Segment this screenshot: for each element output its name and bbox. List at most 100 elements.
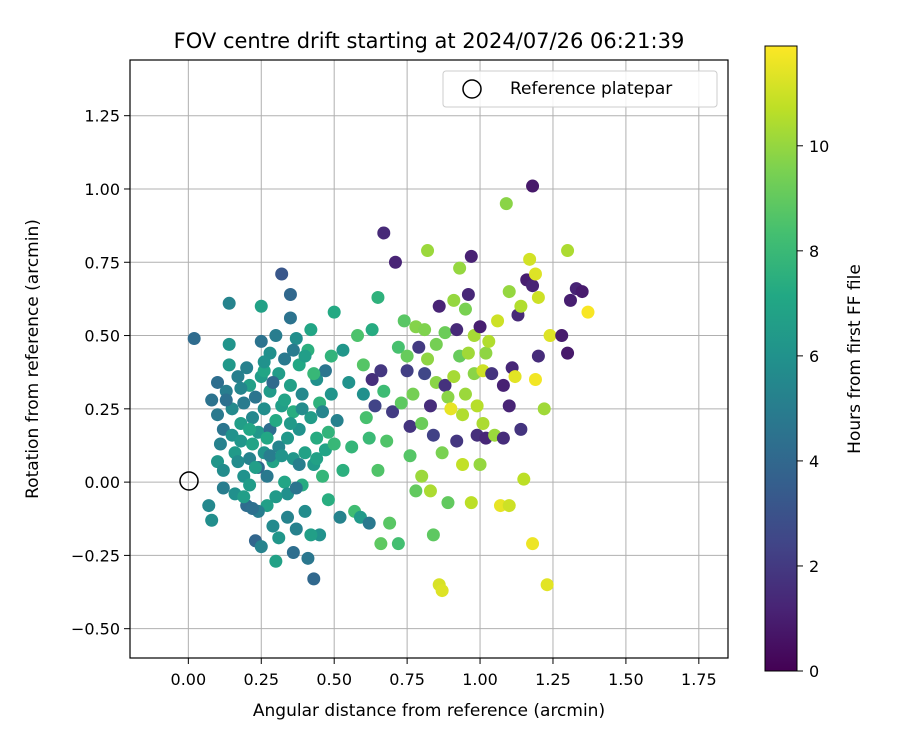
legend-marker-icon bbox=[462, 79, 482, 99]
data-point bbox=[222, 337, 236, 351]
data-point bbox=[528, 267, 542, 281]
data-point bbox=[531, 349, 545, 363]
data-point bbox=[187, 331, 201, 345]
x-tick-label: 1.25 bbox=[535, 670, 571, 689]
data-point bbox=[473, 458, 487, 472]
data-point bbox=[278, 393, 292, 407]
x-axis-label: Angular distance from reference (arcmin) bbox=[253, 701, 605, 721]
data-point bbox=[479, 346, 493, 360]
data-point bbox=[275, 449, 289, 463]
data-point bbox=[289, 331, 303, 345]
data-point bbox=[310, 452, 324, 466]
x-tick-label: 0.25 bbox=[243, 670, 279, 689]
y-tick-label: 0.50 bbox=[84, 327, 120, 346]
y-tick-label: 0.25 bbox=[84, 400, 120, 419]
data-point bbox=[476, 416, 490, 430]
data-point bbox=[345, 440, 359, 454]
data-point bbox=[496, 431, 510, 445]
data-point bbox=[234, 434, 248, 448]
data-point bbox=[205, 393, 219, 407]
legend-label: Reference platepar bbox=[510, 79, 672, 99]
y-tick-label: 0.00 bbox=[84, 473, 120, 492]
data-point bbox=[415, 416, 429, 430]
data-point bbox=[453, 261, 467, 275]
data-point bbox=[523, 252, 537, 266]
data-point bbox=[298, 446, 312, 460]
data-point bbox=[336, 463, 350, 477]
data-point bbox=[526, 179, 540, 193]
data-point bbox=[254, 540, 268, 554]
data-point bbox=[211, 375, 225, 389]
data-point bbox=[269, 329, 283, 343]
data-point bbox=[231, 370, 245, 384]
data-point bbox=[491, 314, 505, 328]
data-point bbox=[429, 337, 443, 351]
data-point bbox=[464, 496, 478, 510]
data-point bbox=[409, 484, 423, 498]
data-point bbox=[316, 469, 330, 483]
data-point bbox=[286, 343, 300, 357]
data-point bbox=[292, 458, 306, 472]
data-point bbox=[237, 490, 251, 504]
data-point bbox=[374, 364, 388, 378]
data-point bbox=[421, 352, 435, 366]
y-tick-label: −0.25 bbox=[71, 546, 120, 565]
data-point bbox=[286, 545, 300, 559]
data-point bbox=[254, 334, 268, 348]
data-point bbox=[450, 434, 464, 448]
data-point bbox=[400, 349, 414, 363]
y-tick-label: 1.25 bbox=[84, 107, 120, 126]
colorbar-gradient bbox=[764, 45, 798, 672]
data-point bbox=[283, 416, 297, 430]
data-point bbox=[304, 528, 318, 542]
data-point bbox=[377, 384, 391, 398]
data-point bbox=[418, 323, 432, 337]
data-point bbox=[388, 255, 402, 269]
data-point bbox=[248, 460, 262, 474]
data-point bbox=[278, 352, 292, 366]
data-point bbox=[502, 399, 516, 413]
data-point bbox=[324, 387, 338, 401]
data-point bbox=[458, 387, 472, 401]
data-point bbox=[561, 244, 575, 258]
data-point bbox=[240, 361, 254, 375]
colorbar: 0 2 4 6 8 10 Hours from first FF file bbox=[764, 45, 865, 681]
data-point bbox=[435, 446, 449, 460]
data-point bbox=[514, 422, 528, 436]
colorbar-label: Hours from first FF file bbox=[845, 264, 865, 454]
data-point bbox=[289, 481, 303, 495]
x-tick-label: 0.50 bbox=[316, 670, 352, 689]
data-point bbox=[275, 267, 289, 281]
data-point bbox=[470, 399, 484, 413]
data-point bbox=[327, 437, 341, 451]
data-point bbox=[461, 346, 475, 360]
data-point bbox=[383, 516, 397, 530]
data-point bbox=[295, 402, 309, 416]
data-point bbox=[246, 411, 260, 425]
data-point bbox=[269, 554, 283, 568]
x-tick-label: 0.75 bbox=[389, 670, 425, 689]
data-point bbox=[216, 463, 230, 477]
data-point bbox=[377, 226, 391, 240]
data-point bbox=[555, 329, 569, 343]
data-point bbox=[496, 378, 510, 392]
data-point bbox=[336, 343, 350, 357]
data-point bbox=[458, 302, 472, 316]
data-point bbox=[423, 399, 437, 413]
data-point bbox=[485, 367, 499, 381]
data-point bbox=[298, 349, 312, 363]
data-point bbox=[266, 519, 280, 533]
data-point bbox=[359, 411, 373, 425]
data-point bbox=[248, 390, 262, 404]
data-point bbox=[281, 510, 295, 524]
data-point bbox=[254, 299, 268, 313]
data-point bbox=[371, 463, 385, 477]
plot-frame bbox=[129, 59, 729, 659]
data-point bbox=[307, 367, 321, 381]
data-point bbox=[283, 288, 297, 302]
data-point bbox=[371, 290, 385, 304]
colorbar-tick-label: 8 bbox=[809, 242, 819, 261]
y-tick-label: 1.00 bbox=[84, 180, 120, 199]
data-point bbox=[464, 249, 478, 263]
y-tick-label: 0.75 bbox=[84, 253, 120, 272]
